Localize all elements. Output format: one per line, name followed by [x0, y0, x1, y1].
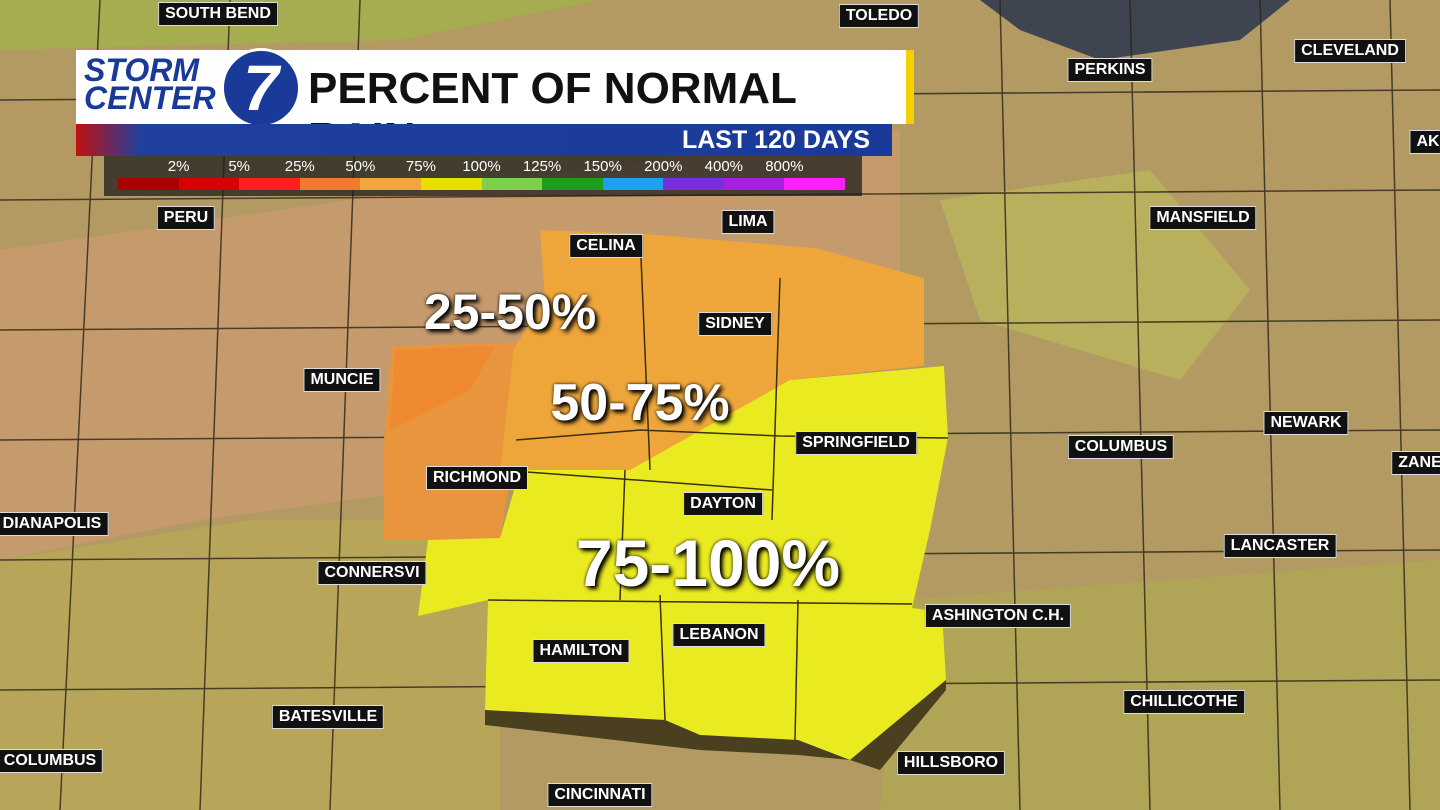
city-label: MANSFIELD [1149, 206, 1257, 230]
region-label: 25-50% [423, 284, 597, 340]
city-label: COLUMBUS [0, 749, 104, 773]
legend-label: 50% [345, 158, 376, 175]
logo: STORM CENTER [84, 52, 216, 116]
city-label: BATESVILLE [271, 705, 385, 729]
legend-swatch [360, 178, 422, 190]
legend-swatch [602, 178, 664, 190]
legend-label: 100% [462, 158, 501, 175]
legend-swatch [723, 178, 785, 190]
legend-label: 800% [765, 158, 804, 175]
city-label: SOUTH BEND [158, 2, 278, 26]
legend-label: 200% [644, 158, 683, 175]
city-label: SIDNEY [698, 312, 772, 336]
city-label: CHILLICOTHE [1123, 690, 1245, 714]
city-label: PERKINS [1067, 58, 1153, 82]
legend-label: 2% [167, 158, 190, 175]
city-label: DIANAPOLIS [0, 512, 109, 536]
city-label: HILLSBORO [896, 751, 1006, 775]
legend-label: 5% [228, 158, 250, 175]
city-label: HAMILTON [532, 639, 630, 663]
city-label: SPRINGFIELD [795, 431, 917, 455]
city-label: RICHMOND [426, 466, 528, 490]
city-label: LIMA [721, 210, 775, 234]
title-banner: STORM CENTER 7 PERCENT OF NORMAL RAIN [76, 48, 914, 163]
legend-swatch [481, 178, 543, 190]
city-label: TOLEDO [838, 4, 920, 28]
legend-swatch [784, 178, 846, 190]
legend-swatch [239, 178, 301, 190]
logo-bottom: CENTER [84, 80, 216, 116]
city-label: ZANE [1391, 451, 1440, 475]
city-label: ASHINGTON C.H. [924, 604, 1072, 628]
city-label: AK [1409, 130, 1440, 154]
city-label: LEBANON [672, 623, 766, 647]
city-label: LANCASTER [1223, 534, 1337, 558]
legend-label: 150% [583, 158, 622, 175]
city-label: CINCINNATI [547, 783, 653, 807]
city-label: PERU [156, 206, 216, 230]
city-label: CELINA [569, 234, 643, 258]
city-label: MUNCIE [303, 368, 381, 392]
legend: 2% 5% 25% 50% 75% 100% 125% 150% 200% 400% 800% [104, 156, 862, 196]
legend-swatch [118, 178, 180, 190]
city-label: NEWARK [1263, 411, 1349, 435]
title: PERCENT OF NORMAL RAIN [308, 64, 797, 163]
legend-label: 125% [522, 158, 562, 175]
legend-swatch [663, 178, 725, 190]
subtitle: LAST 120 DAYS [681, 126, 870, 154]
city-label: DAYTON [683, 492, 763, 516]
legend-label: 75% [405, 158, 436, 175]
region-label: 75-100% [575, 526, 841, 600]
city-label: CLEVELAND [1294, 39, 1406, 63]
legend-label: 25% [284, 158, 315, 175]
legend-swatch [420, 178, 482, 190]
city-label: COLUMBUS [1067, 435, 1175, 459]
logo-top: STORM [84, 52, 199, 88]
legend-swatch [542, 178, 604, 190]
region-label: 50-75% [550, 374, 730, 432]
city-label: CONNERSVI [317, 561, 427, 585]
legend-swatch [178, 178, 240, 190]
subtitle-bar: LAST 120 DAYS [76, 124, 892, 156]
legend-swatch [299, 178, 361, 190]
logo-number: 7 [221, 48, 301, 128]
legend-label: 400% [704, 158, 744, 175]
